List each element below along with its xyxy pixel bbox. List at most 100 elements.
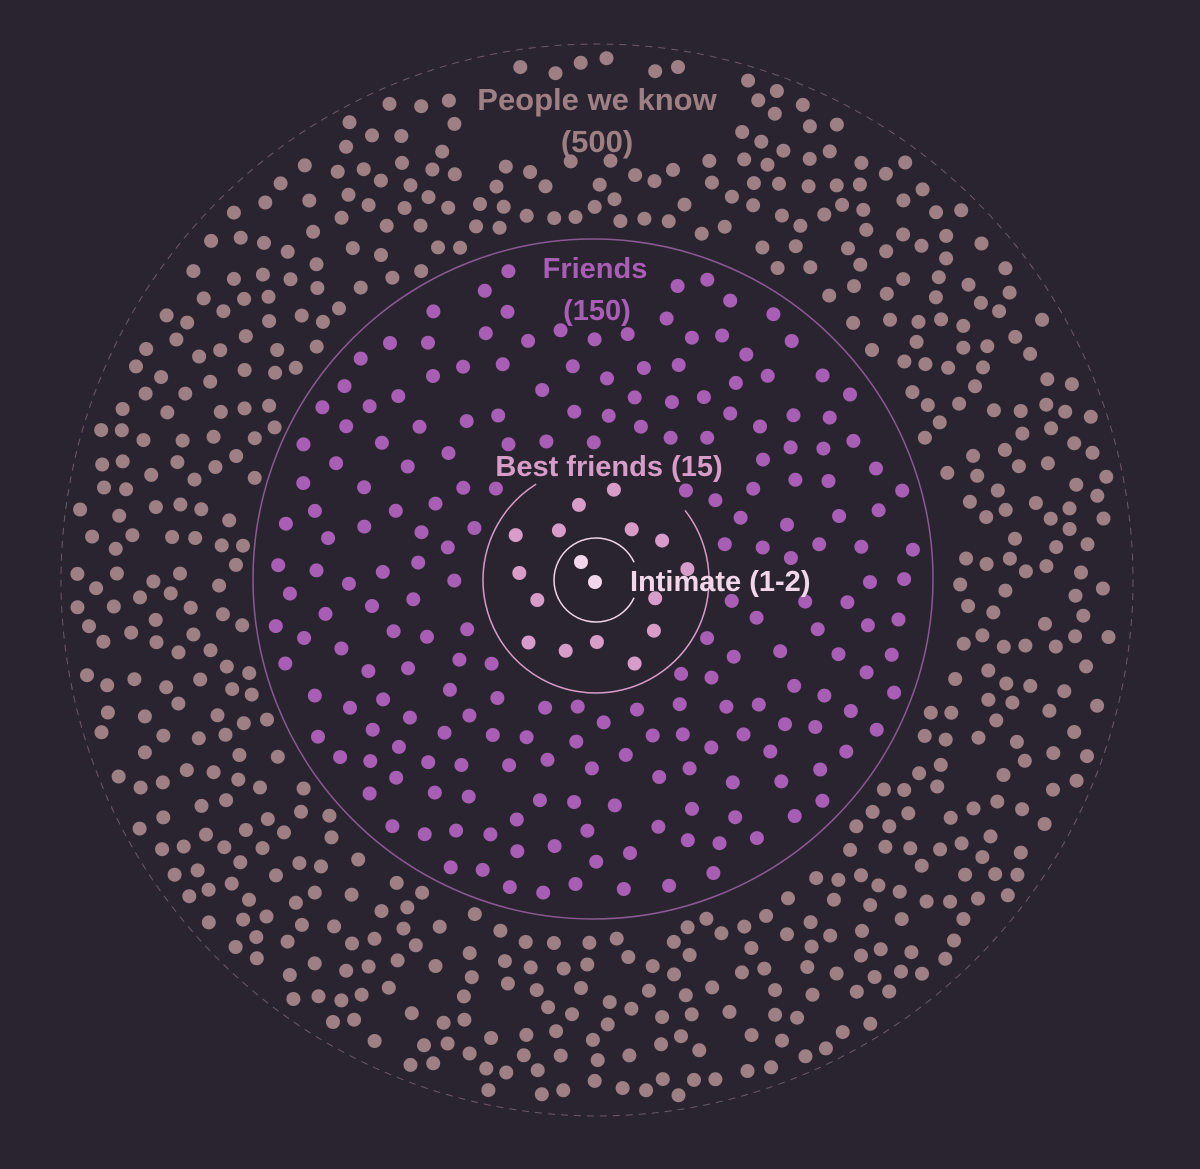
acquaintance-dot xyxy=(94,725,109,740)
acquaintance-dot xyxy=(971,730,986,745)
acquaintance-dot xyxy=(206,765,221,780)
friend-dot xyxy=(341,576,356,591)
acquaintance-dot xyxy=(1074,565,1088,580)
friend-dot xyxy=(755,540,770,555)
acquaintance-dot xyxy=(944,705,959,720)
acquaintance-dot xyxy=(171,696,186,711)
friend-dot xyxy=(860,618,875,633)
acquaintance-dot xyxy=(692,1043,707,1058)
acquaintance-dot xyxy=(108,541,123,556)
friend-dot xyxy=(318,606,333,621)
acquaintance-dot xyxy=(932,415,947,430)
acquaintance-dot xyxy=(803,260,818,275)
acquaintance-dot xyxy=(70,566,85,581)
acquaintance-dot xyxy=(989,713,1004,728)
acquaintance-dot xyxy=(975,628,990,643)
acquaintance-dot xyxy=(768,1007,783,1022)
acquaintance-dot xyxy=(1058,404,1073,419)
acquaintance-dot xyxy=(846,315,861,330)
friend-dot xyxy=(361,664,376,679)
acquaintance-dot xyxy=(968,379,982,394)
friend-dot xyxy=(663,430,678,445)
acquaintance-dot xyxy=(933,757,948,772)
acquaintance-dot xyxy=(607,192,622,207)
acquaintance-dot xyxy=(764,1060,779,1075)
acquaintance-dot xyxy=(674,1029,688,1044)
acquaintance-dot xyxy=(339,139,354,154)
acquaintance-dot xyxy=(905,385,920,400)
acquaintance-dot xyxy=(894,912,909,927)
acquaintance-dot xyxy=(947,933,961,948)
friend-dot xyxy=(600,371,614,386)
acquaintance-dot xyxy=(915,182,930,197)
acquaintance-dot xyxy=(979,510,994,525)
acquaintance-dot xyxy=(213,404,228,419)
acquaintance-dot xyxy=(1101,630,1116,644)
acquaintance-dot xyxy=(1085,445,1100,460)
acquaintance-dot xyxy=(186,264,201,279)
acquaintance-dot xyxy=(914,858,929,873)
acquaintance-dot xyxy=(296,781,311,796)
acquaintance-dot xyxy=(919,894,934,909)
acquaintance-dot xyxy=(481,1083,496,1098)
acquaintance-dot xyxy=(1062,501,1077,516)
acquaintance-dot xyxy=(1095,581,1110,596)
friend-dot xyxy=(863,575,877,590)
acquaintance-dot xyxy=(1080,749,1094,764)
acquaintance-dot xyxy=(169,332,184,347)
acquaintance-dot xyxy=(132,821,147,836)
acquaintance-dot xyxy=(212,578,227,593)
friends-label: Friends xyxy=(543,253,648,285)
acquaintance-dot xyxy=(236,538,250,553)
friend-dot xyxy=(547,839,562,854)
acquaintance-dot xyxy=(871,878,886,893)
acquaintance-dot xyxy=(904,945,919,960)
acquaintance-dot xyxy=(574,981,588,995)
acquaintance-dot xyxy=(203,643,218,658)
acquaintance-dot xyxy=(233,855,248,870)
acquaintance-dot xyxy=(356,162,371,177)
acquaintance-dot xyxy=(981,663,996,678)
friend-dot xyxy=(726,649,741,664)
friend-dot xyxy=(832,509,847,523)
acquaintance-dot xyxy=(751,93,766,108)
acquaintance-dot xyxy=(934,312,949,327)
friend-dot xyxy=(357,519,372,534)
best-friend-dot xyxy=(571,497,586,512)
acquaintance-dot xyxy=(210,708,225,723)
acquaintance-dot xyxy=(974,236,989,251)
acquaintance-dot xyxy=(353,280,368,295)
friend-dot xyxy=(485,728,500,742)
acquaintance-dot xyxy=(307,885,322,900)
acquaintance-dot xyxy=(379,218,394,233)
acquaintance-dot xyxy=(774,208,789,223)
acquaintance-dot xyxy=(829,966,844,981)
acquaintance-dot xyxy=(414,99,429,114)
best-friend-dot xyxy=(508,528,523,543)
friend-dot xyxy=(674,666,689,681)
acquaintance-dot xyxy=(269,868,283,883)
friend-dot xyxy=(278,656,293,671)
acquaintance-dot xyxy=(233,230,248,245)
acquaintance-dot xyxy=(1096,511,1111,526)
acquaintance-dot xyxy=(929,205,944,220)
acquaintance-dot xyxy=(918,357,933,372)
acquaintance-dot xyxy=(980,339,995,354)
acquaintance-dot xyxy=(273,176,288,191)
acquaintance-dot xyxy=(327,919,342,934)
acquaintance-dot xyxy=(863,898,878,913)
acquaintance-dot xyxy=(822,144,837,159)
acquaintance-dot xyxy=(737,152,752,167)
acquaintance-dot xyxy=(453,240,468,255)
friend-dot xyxy=(296,476,311,491)
acquaintance-dot xyxy=(1038,616,1052,631)
acquaintance-dot xyxy=(518,935,533,949)
friend-dot xyxy=(268,619,283,634)
acquaintance-dot xyxy=(523,960,538,975)
acquaintance-dot xyxy=(849,819,864,834)
acquaintance-dot xyxy=(124,625,139,640)
friend-dot xyxy=(483,827,498,842)
friend-dot xyxy=(839,744,854,759)
acquaintance-dot xyxy=(590,1053,605,1068)
acquaintance-dot xyxy=(286,992,301,1006)
